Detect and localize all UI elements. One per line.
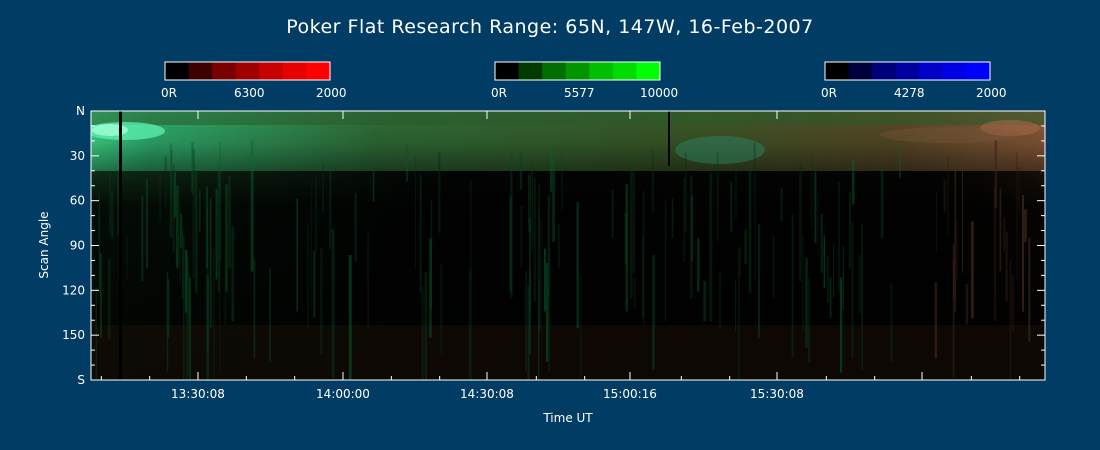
colorbar-step xyxy=(542,62,567,80)
colorbar-green-max-label: 10000 xyxy=(640,86,679,100)
chart-title: Poker Flat Research Range: 65N, 147W, 16… xyxy=(286,16,814,38)
colorbar-step xyxy=(966,62,991,80)
colorbar-step xyxy=(235,62,260,80)
colorbar-4278 xyxy=(824,61,991,81)
colorbar-step xyxy=(495,62,520,80)
colorbar-step xyxy=(825,62,850,80)
x-tick-label: 15:30:08 xyxy=(750,387,804,401)
colorbar-red-name-label: 6300 xyxy=(234,86,265,100)
colorbar-step xyxy=(518,62,543,80)
colorbar-step xyxy=(942,62,967,80)
colorbar-step xyxy=(895,62,920,80)
colorbar-step xyxy=(165,62,190,80)
colorbar-frame xyxy=(824,61,991,81)
x-tick-label: 13:30:08 xyxy=(171,387,225,401)
colorbar-6300 xyxy=(164,61,331,81)
colorbar-green-min-label: 0R xyxy=(491,86,507,100)
x-axis-label: Time UT xyxy=(543,411,593,425)
colorbar-blue-min-label: 0R xyxy=(821,86,837,100)
y-tick-label: 60 xyxy=(70,194,85,208)
y-tick-label: 30 xyxy=(70,149,85,163)
y-tick-label: 90 xyxy=(70,239,85,253)
colorbar-red-min-label: 0R xyxy=(161,86,177,100)
colorbar-step xyxy=(259,62,284,80)
colorbar-blue-max-label: 2000 xyxy=(976,86,1007,100)
colorbar-green-name-label: 5577 xyxy=(564,86,595,100)
colorbar-step xyxy=(612,62,637,80)
y-tick-label: 120 xyxy=(62,283,85,297)
colorbar-step xyxy=(565,62,590,80)
colorbar-step xyxy=(848,62,873,80)
colorbar-step xyxy=(282,62,307,80)
colorbar-step xyxy=(306,62,331,80)
keogram-image xyxy=(91,111,1045,380)
colorbar-frame xyxy=(164,61,331,81)
colorbar-5577 xyxy=(494,61,661,81)
colorbar-step xyxy=(188,62,213,80)
x-tick-label: 14:00:00 xyxy=(316,387,370,401)
y-tick-label: 150 xyxy=(62,328,85,342)
y-axis-label: Scan Angle xyxy=(37,211,51,279)
x-tick-label: 15:00:16 xyxy=(603,387,657,401)
colorbar-blue-name-label: 4278 xyxy=(894,86,925,100)
y-tick-label: N xyxy=(76,104,85,118)
colorbar-step xyxy=(872,62,897,80)
colorbar-step xyxy=(636,62,661,80)
colorbar-step xyxy=(919,62,944,80)
colorbar-step xyxy=(589,62,614,80)
y-tick-label: S xyxy=(77,373,85,387)
colorbar-frame xyxy=(494,61,661,81)
colorbar-red-max-label: 2000 xyxy=(316,86,347,100)
x-tick-label: 14:30:08 xyxy=(460,387,514,401)
colorbar-step xyxy=(212,62,237,80)
